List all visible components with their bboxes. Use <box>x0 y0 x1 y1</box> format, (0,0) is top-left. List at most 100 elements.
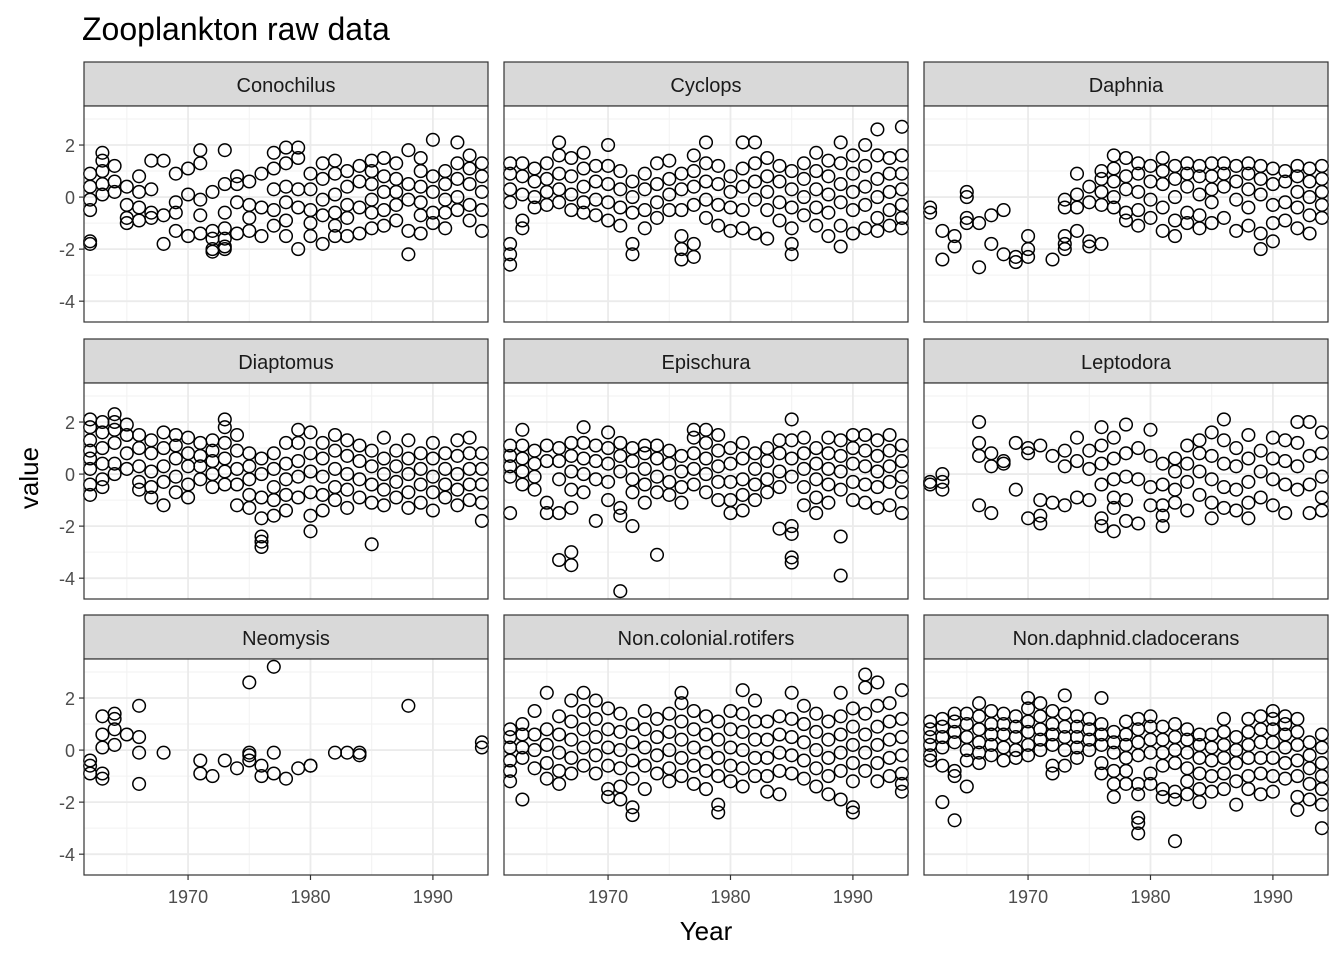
data-point <box>1265 784 1280 799</box>
y-tick-label: -4 <box>59 292 75 312</box>
data-point <box>1008 709 1023 724</box>
data-point <box>972 260 987 275</box>
data-point <box>229 427 245 443</box>
data-point <box>413 461 428 476</box>
data-point <box>1021 690 1036 706</box>
data-point <box>144 446 159 461</box>
data-point <box>1143 709 1158 724</box>
data-point <box>996 203 1011 218</box>
data-point <box>698 451 714 466</box>
data-point <box>935 758 950 773</box>
data-point <box>845 184 860 199</box>
data-point <box>552 776 567 791</box>
data-point <box>637 758 652 773</box>
data-point <box>462 161 477 176</box>
data-point <box>711 427 726 443</box>
data-point <box>1278 174 1293 189</box>
data-point <box>662 171 677 186</box>
data-point <box>389 156 404 171</box>
data-point <box>132 459 147 474</box>
data-point <box>552 472 567 487</box>
data-point <box>376 467 391 482</box>
data-point <box>613 218 628 233</box>
data-point <box>747 135 763 150</box>
data-point <box>662 774 677 789</box>
data-point <box>1045 448 1060 463</box>
data-point <box>144 182 159 197</box>
data-point <box>1094 420 1109 435</box>
data-point <box>254 529 269 544</box>
data-point <box>1094 438 1109 453</box>
data-point <box>784 247 799 262</box>
data-point <box>242 174 257 189</box>
data-point <box>833 433 848 448</box>
data-point <box>772 158 787 173</box>
data-point <box>1241 182 1256 197</box>
data-point <box>625 753 640 768</box>
data-point <box>747 192 763 207</box>
data-point <box>303 446 318 461</box>
strip-non-daphnid-cladocerans <box>923 614 1329 660</box>
data-point <box>870 737 885 752</box>
data-point <box>935 474 950 489</box>
data-point <box>462 430 477 445</box>
data-point <box>107 467 122 482</box>
data-point <box>1229 223 1244 238</box>
data-point <box>401 500 416 515</box>
data-point <box>809 706 824 721</box>
data-point <box>1278 717 1293 732</box>
data-point <box>1290 435 1305 450</box>
data-point <box>1216 433 1231 448</box>
data-point <box>845 226 860 241</box>
x-tick-label: 1990 <box>833 887 873 907</box>
data-point <box>1033 722 1048 737</box>
data-point <box>1057 498 1072 513</box>
data-point <box>1229 482 1244 497</box>
data-point <box>527 761 542 776</box>
data-point <box>674 242 689 257</box>
data-point <box>539 685 554 700</box>
data-point <box>515 213 530 228</box>
data-point <box>735 203 750 218</box>
data-point <box>1106 745 1121 760</box>
data-point <box>723 774 738 789</box>
data-point <box>601 474 616 489</box>
data-point <box>181 430 196 445</box>
data-point <box>119 179 134 194</box>
data-point <box>539 722 554 737</box>
data-point <box>552 195 567 210</box>
strip-cyclops <box>503 61 909 107</box>
data-point <box>401 485 416 500</box>
data-point <box>425 216 440 231</box>
data-point <box>1118 493 1134 508</box>
data-point <box>747 477 763 492</box>
data-point <box>735 706 750 721</box>
data-point <box>1265 735 1280 750</box>
data-point <box>1155 456 1170 471</box>
data-point <box>625 485 640 500</box>
data-point <box>637 722 652 737</box>
data-point <box>809 761 824 776</box>
strip-label-neomysis: Neomysis <box>242 628 330 650</box>
data-point <box>947 769 962 784</box>
strip-daphnia <box>923 61 1329 107</box>
data-point <box>1253 226 1268 241</box>
data-point <box>735 179 750 194</box>
data-point <box>1118 213 1134 228</box>
y-tick-label: 0 <box>65 188 75 208</box>
data-point <box>1131 218 1146 233</box>
data-point <box>972 216 987 231</box>
data-point <box>315 451 330 466</box>
data-point <box>613 743 628 758</box>
data-point <box>413 226 428 241</box>
data-point <box>107 174 122 189</box>
data-point <box>217 242 232 257</box>
data-point <box>833 568 848 583</box>
data-point <box>935 719 950 734</box>
data-point <box>821 477 836 492</box>
data-point <box>613 464 628 479</box>
data-point <box>364 477 379 492</box>
data-point <box>1167 171 1183 186</box>
data-point <box>315 503 330 518</box>
data-point <box>784 685 799 700</box>
